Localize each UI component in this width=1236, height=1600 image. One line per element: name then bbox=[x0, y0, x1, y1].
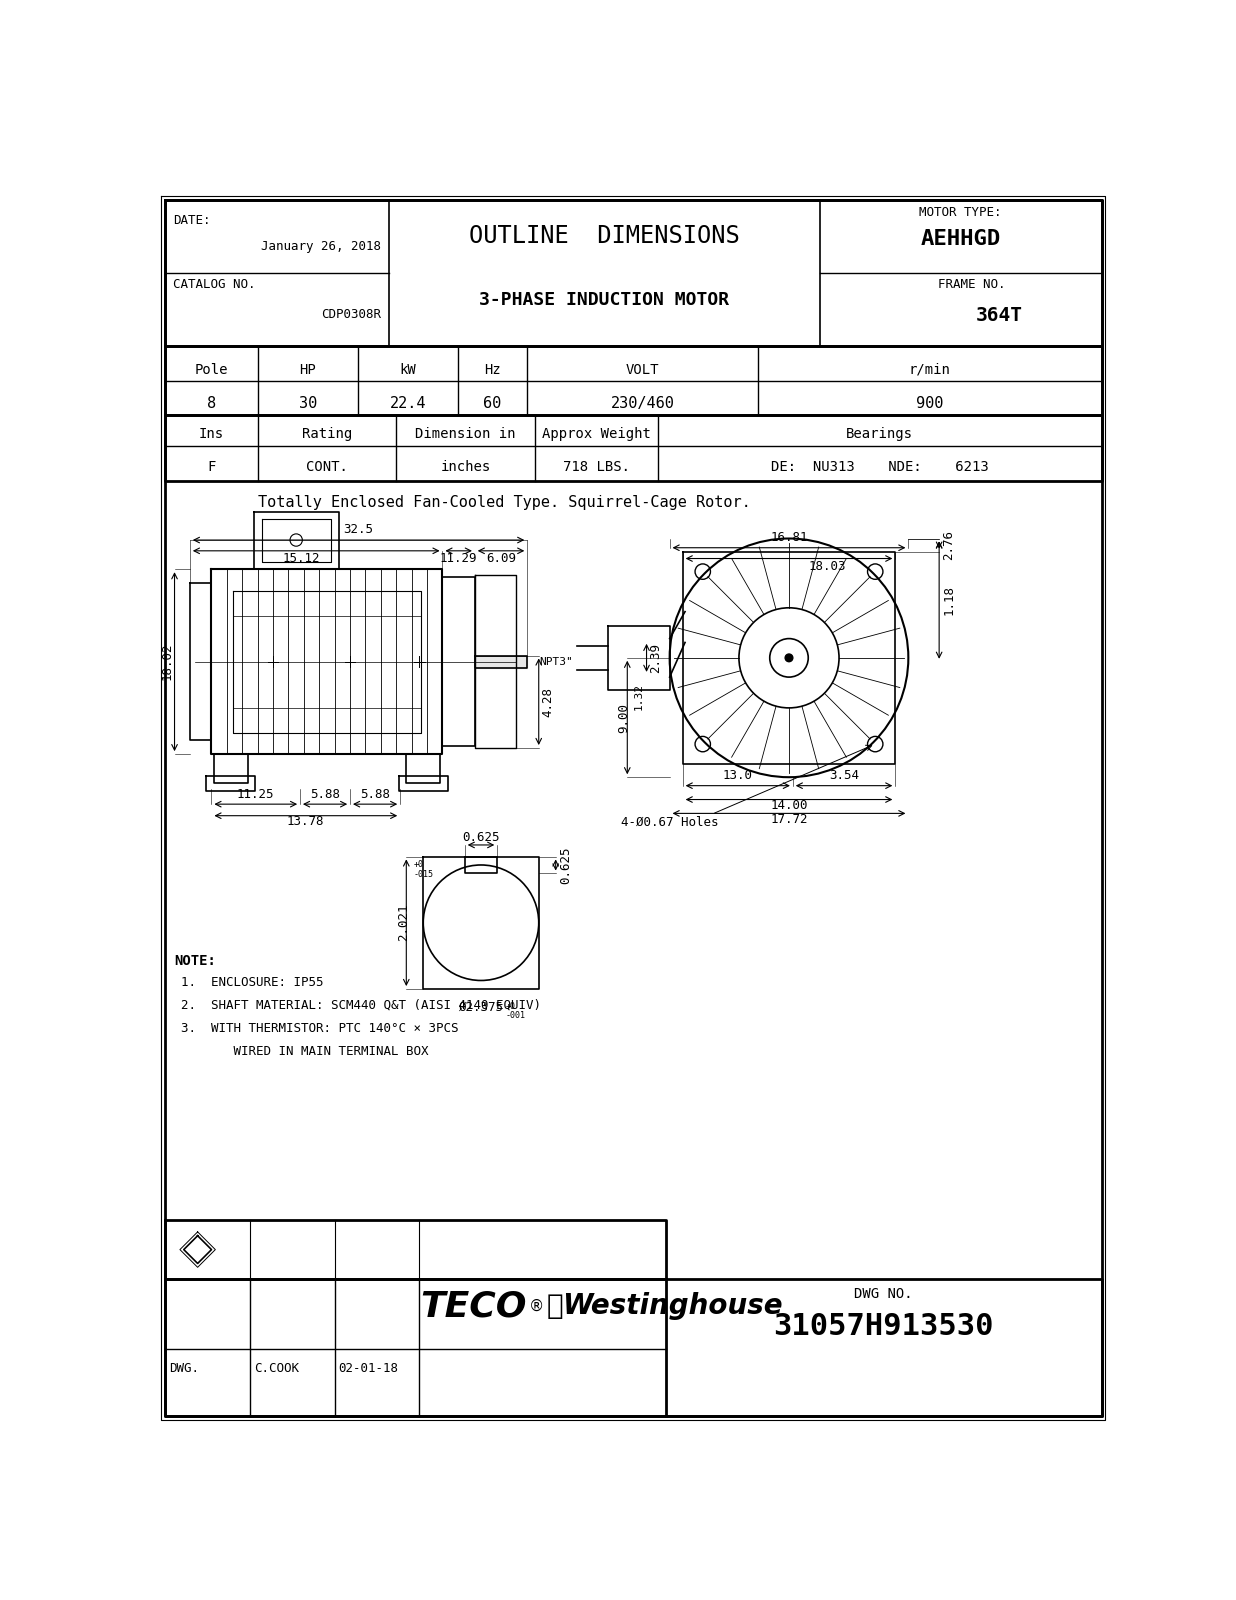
Text: Ins: Ins bbox=[199, 427, 224, 442]
Text: January 26, 2018: January 26, 2018 bbox=[261, 240, 381, 253]
Text: r/min: r/min bbox=[908, 363, 950, 378]
Text: Approx Weight: Approx Weight bbox=[543, 427, 651, 442]
Text: DATE:: DATE: bbox=[173, 213, 210, 227]
Text: -001: -001 bbox=[506, 1011, 525, 1021]
Text: +0: +0 bbox=[414, 859, 424, 869]
Text: TECO: TECO bbox=[420, 1290, 528, 1323]
Text: 364T: 364T bbox=[975, 306, 1022, 325]
Text: 3-PHASE INDUCTION MOTOR: 3-PHASE INDUCTION MOTOR bbox=[480, 291, 729, 309]
Text: 16.81: 16.81 bbox=[770, 531, 808, 544]
Text: HP: HP bbox=[299, 363, 316, 378]
Text: CDP0308R: CDP0308R bbox=[321, 307, 381, 320]
Text: Totally Enclosed Fan-Cooled Type. Squirrel-Cage Rotor.: Totally Enclosed Fan-Cooled Type. Squirr… bbox=[257, 494, 750, 510]
Text: CATALOG NO.: CATALOG NO. bbox=[173, 278, 256, 291]
Text: WIRED IN MAIN TERMINAL BOX: WIRED IN MAIN TERMINAL BOX bbox=[180, 1045, 428, 1058]
Text: 18.02: 18.02 bbox=[161, 643, 173, 680]
Text: 1.32: 1.32 bbox=[634, 683, 644, 710]
Text: 6.09: 6.09 bbox=[486, 552, 515, 565]
Text: CONT.: CONT. bbox=[307, 459, 347, 474]
Text: 3.54: 3.54 bbox=[829, 770, 859, 782]
Text: 22.4: 22.4 bbox=[389, 397, 426, 411]
Text: Hz: Hz bbox=[485, 363, 501, 378]
Text: Dimension in: Dimension in bbox=[415, 427, 515, 442]
Text: OUTLINE  DIMENSIONS: OUTLINE DIMENSIONS bbox=[468, 224, 739, 248]
Text: Ø2.375: Ø2.375 bbox=[459, 1000, 503, 1013]
Text: 9.00: 9.00 bbox=[617, 702, 630, 733]
Text: kW: kW bbox=[399, 363, 417, 378]
Text: 5.88: 5.88 bbox=[360, 787, 389, 800]
Text: -015: -015 bbox=[414, 870, 434, 878]
Text: DE:  NU313    NDE:    6213: DE: NU313 NDE: 6213 bbox=[771, 459, 989, 474]
Text: Rating: Rating bbox=[302, 427, 352, 442]
Text: 31057H913530: 31057H913530 bbox=[774, 1312, 994, 1341]
Text: 1.18: 1.18 bbox=[942, 586, 955, 614]
Text: Westinghouse: Westinghouse bbox=[562, 1293, 782, 1320]
Text: MOTOR TYPE:: MOTOR TYPE: bbox=[920, 206, 1002, 219]
Text: 230/460: 230/460 bbox=[611, 397, 675, 411]
Text: +0: +0 bbox=[506, 1002, 515, 1011]
Text: 2.76: 2.76 bbox=[942, 530, 955, 560]
Text: NPT3": NPT3" bbox=[540, 658, 574, 667]
Text: 2.39: 2.39 bbox=[650, 643, 662, 674]
Text: 3.  WITH THERMISTOR: PTC 140°C × 3PCS: 3. WITH THERMISTOR: PTC 140°C × 3PCS bbox=[180, 1022, 459, 1035]
Text: FRAME NO.: FRAME NO. bbox=[938, 278, 1005, 291]
Text: 18.03: 18.03 bbox=[808, 560, 847, 573]
Text: Ⓦ: Ⓦ bbox=[546, 1293, 564, 1320]
Text: Bearings: Bearings bbox=[847, 427, 913, 442]
Text: NOTE:: NOTE: bbox=[174, 954, 216, 968]
Text: DWG.: DWG. bbox=[169, 1363, 199, 1376]
Text: F: F bbox=[208, 459, 215, 474]
Text: 8: 8 bbox=[206, 397, 216, 411]
Text: 2.021: 2.021 bbox=[397, 904, 409, 941]
Text: AEHHGD: AEHHGD bbox=[921, 229, 1001, 250]
Text: 17.72: 17.72 bbox=[770, 813, 808, 826]
Text: 32.5: 32.5 bbox=[344, 523, 373, 536]
Text: C.COOK: C.COOK bbox=[253, 1363, 299, 1376]
Text: 13.78: 13.78 bbox=[287, 816, 324, 829]
Text: 2.  SHAFT MATERIAL: SCM440 Q&T (AISI 4140 EQUIV): 2. SHAFT MATERIAL: SCM440 Q&T (AISI 4140… bbox=[180, 998, 540, 1011]
Text: 11.25: 11.25 bbox=[236, 787, 274, 800]
Text: Pole: Pole bbox=[195, 363, 229, 378]
Text: 14.00: 14.00 bbox=[770, 798, 808, 813]
Text: 15.12: 15.12 bbox=[282, 552, 320, 565]
Text: 02-01-18: 02-01-18 bbox=[339, 1363, 398, 1376]
Text: 718 LBS.: 718 LBS. bbox=[562, 459, 630, 474]
Circle shape bbox=[785, 654, 792, 662]
Text: ®: ® bbox=[529, 1299, 544, 1314]
Text: 900: 900 bbox=[916, 397, 943, 411]
Text: 0.625: 0.625 bbox=[559, 846, 572, 883]
Text: inches: inches bbox=[440, 459, 491, 474]
Text: 13.0: 13.0 bbox=[723, 770, 753, 782]
Text: VOLT: VOLT bbox=[625, 363, 660, 378]
Text: 4-Ø0.67 Holes: 4-Ø0.67 Holes bbox=[620, 816, 718, 829]
Text: 11.29: 11.29 bbox=[440, 552, 477, 565]
Text: DWG NO.: DWG NO. bbox=[854, 1286, 913, 1301]
Text: 4.28: 4.28 bbox=[541, 686, 555, 717]
Text: 0.625: 0.625 bbox=[462, 830, 499, 843]
Text: 5.88: 5.88 bbox=[310, 787, 340, 800]
Text: 1.  ENCLOSURE: IP55: 1. ENCLOSURE: IP55 bbox=[180, 976, 323, 989]
Text: 60: 60 bbox=[483, 397, 502, 411]
Text: 30: 30 bbox=[299, 397, 316, 411]
